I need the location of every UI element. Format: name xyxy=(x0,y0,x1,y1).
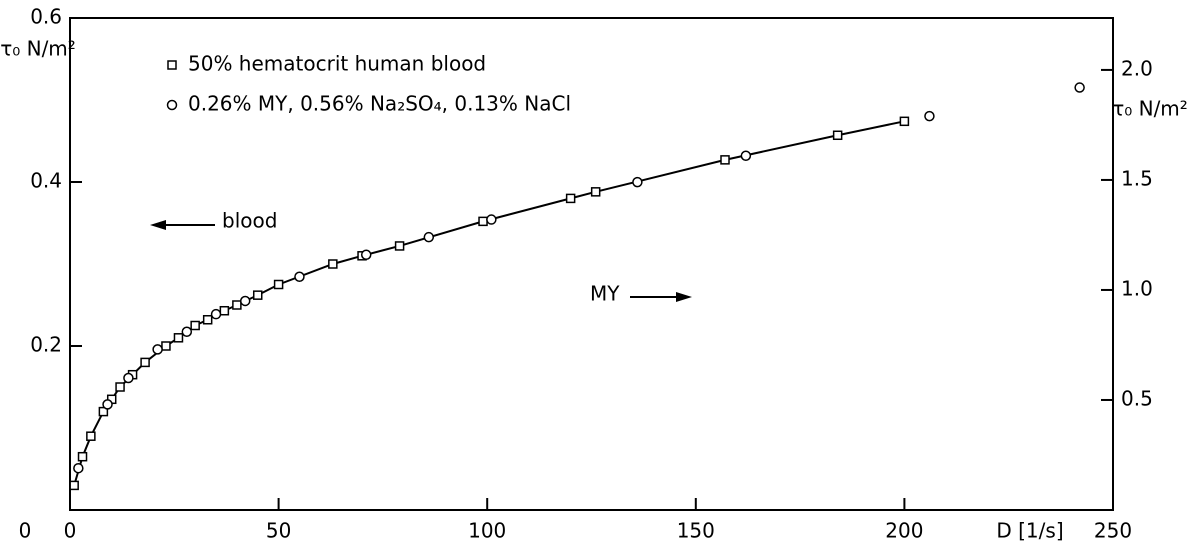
x-tick-label: 250 xyxy=(1094,519,1132,543)
y-tick-label: 0.6 xyxy=(30,5,62,29)
marker xyxy=(232,300,242,310)
y2-tick-label: 0.5 xyxy=(1121,386,1153,410)
annotation: blood xyxy=(222,209,277,233)
marker xyxy=(394,241,405,251)
marker xyxy=(181,326,193,338)
marker xyxy=(86,431,96,441)
annotation: MY xyxy=(590,282,620,306)
y2-axis-label: τ₀ N/m² xyxy=(1112,97,1188,121)
legend-marker xyxy=(166,99,178,111)
marker xyxy=(832,130,843,141)
marker xyxy=(720,155,730,165)
legend-label: 0.26% MY, 0.56% Na₂SO₄, 0.13% NaCl xyxy=(188,92,571,116)
legend-label: 50% hematocrit human blood xyxy=(188,52,486,76)
marker xyxy=(252,290,263,300)
marker xyxy=(123,372,134,384)
x-tick-label: 0 xyxy=(64,519,77,543)
y-tick-label: 0.4 xyxy=(30,169,62,193)
marker xyxy=(202,315,213,325)
marker xyxy=(740,150,752,161)
x-axis-label: D [1/s] xyxy=(996,519,1063,543)
marker xyxy=(115,382,125,392)
plot-frame xyxy=(69,17,1114,511)
marker xyxy=(152,344,163,355)
marker xyxy=(423,231,435,243)
marker xyxy=(360,249,372,261)
y-axis-label: τ₀ N/m² xyxy=(0,37,76,61)
x-tick-label: 150 xyxy=(677,519,715,543)
marker xyxy=(486,214,497,225)
marker xyxy=(173,333,184,343)
arrow-head xyxy=(150,220,166,230)
marker xyxy=(590,187,601,197)
marker xyxy=(190,320,200,331)
marker xyxy=(210,308,222,320)
marker xyxy=(77,451,88,462)
marker xyxy=(98,406,109,417)
legend-marker xyxy=(167,60,177,70)
y2-tick-label: 1.0 xyxy=(1121,276,1153,300)
marker xyxy=(69,480,79,491)
fit-line xyxy=(73,120,905,486)
marker xyxy=(632,176,643,188)
x-tick-label: 200 xyxy=(885,519,923,543)
marker xyxy=(161,341,171,351)
marker xyxy=(239,295,251,307)
origin-label: 0 xyxy=(19,519,32,543)
x-tick-label: 100 xyxy=(468,519,506,543)
y-tick-label: 0.2 xyxy=(30,333,62,357)
x-tick-label: 50 xyxy=(266,519,291,543)
marker xyxy=(1074,82,1085,93)
marker xyxy=(73,462,84,474)
marker xyxy=(478,216,488,227)
marker xyxy=(102,399,113,410)
marker xyxy=(140,357,150,368)
arrow-head xyxy=(676,292,692,302)
marker xyxy=(899,116,910,127)
marker xyxy=(273,279,284,290)
marker xyxy=(565,193,576,204)
marker xyxy=(294,271,305,283)
y2-tick-label: 1.5 xyxy=(1121,166,1153,190)
marker xyxy=(924,110,935,122)
marker xyxy=(219,305,230,316)
y2-tick-label: 2.0 xyxy=(1121,56,1153,80)
marker xyxy=(328,259,338,269)
